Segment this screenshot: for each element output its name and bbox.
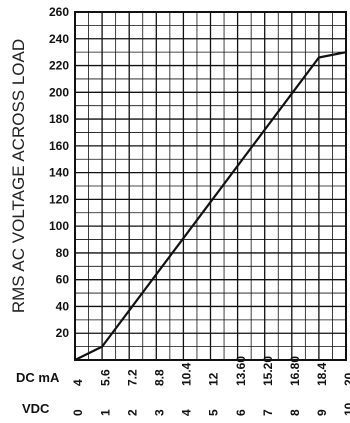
y-axis-label: RMS AC VOLTAGE ACROSS LOAD — [9, 39, 28, 313]
x-tick-label: 16.80 — [288, 356, 302, 386]
x-tick-labels-dc-ma: 4 5.6 7.2 8.8 10.4 12 13.60 15.20 16.80 18.4 20 — [71, 356, 350, 386]
series-line — [74, 51, 347, 361]
dc-ma-axis-label: DC mA — [16, 370, 60, 385]
vdc-axis-label: VDC — [22, 401, 50, 416]
x-tick-label: 3 — [152, 409, 166, 416]
y-tick-label: 60 — [56, 273, 70, 287]
plot-frame — [74, 11, 347, 361]
y-tick-label: 20 — [56, 326, 70, 340]
x-tick-label: 12 — [207, 372, 221, 386]
x-tick-label: 7 — [261, 409, 275, 416]
x-tick-label: 18.4 — [315, 362, 329, 386]
y-tick-label: 200 — [49, 85, 69, 99]
y-tick-label: 240 — [49, 32, 69, 46]
x-tick-label: 4 — [180, 409, 194, 416]
x-tick-label: 9 — [315, 409, 329, 416]
y-tick-label: 100 — [49, 219, 69, 233]
x-tick-label: 13.60 — [234, 356, 248, 386]
x-tick-label: 8 — [288, 409, 302, 416]
x-tick-label: 4 — [71, 379, 85, 386]
x-tick-label: 8.8 — [152, 369, 166, 386]
x-tick-label: 5.6 — [98, 369, 112, 386]
x-tick-label: 20 — [342, 372, 350, 386]
y-tick-label: 140 — [49, 166, 69, 180]
y-tick-label: 220 — [49, 59, 69, 73]
x-tick-label: 6 — [234, 409, 248, 416]
x-tick-label: 1 — [98, 409, 112, 416]
y-tick-label: 180 — [49, 112, 69, 126]
y-tick-label: 120 — [49, 192, 69, 206]
y-tick-label: 160 — [49, 139, 69, 153]
y-tick-labels: 20 40 60 80 100 120 140 160 180 200 220 240 260 — [49, 5, 69, 340]
x-tick-label: 2 — [125, 409, 139, 416]
y-tick-label: 80 — [56, 246, 70, 260]
x-tick-label: 10.4 — [180, 362, 194, 386]
y-tick-label: 40 — [56, 299, 70, 313]
x-tick-label: 5 — [207, 409, 221, 416]
x-tick-label: 7.2 — [125, 369, 139, 386]
x-tick-label: 10 — [342, 402, 350, 416]
x-tick-label: 0 — [71, 409, 85, 416]
chart-grid — [74, 11, 347, 361]
x-tick-label: 15.20 — [261, 356, 275, 386]
x-tick-labels-vdc: 0 1 2 3 4 5 6 7 8 9 10 — [71, 402, 350, 416]
y-tick-label: 260 — [49, 5, 69, 19]
